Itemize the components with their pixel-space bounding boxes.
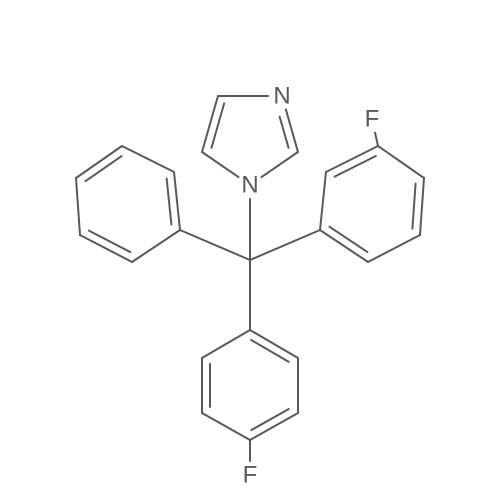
bond [320, 172, 326, 230]
bond [251, 409, 289, 430]
bond [378, 146, 424, 178]
atoms-layer: N N F F [241, 83, 379, 489]
bond [122, 146, 174, 172]
bond [280, 117, 289, 148]
bond [202, 96, 218, 152]
bond [251, 340, 289, 362]
bond [202, 413, 250, 440]
bond [202, 152, 238, 177]
bonds-layer [76, 96, 424, 461]
bond [320, 230, 368, 262]
bond [420, 178, 424, 235]
bond [174, 172, 180, 230]
bond [202, 330, 250, 358]
bond [368, 235, 420, 262]
bond [250, 230, 320, 260]
bond [76, 178, 80, 235]
bond [89, 231, 130, 252]
atom-label-f: F [365, 106, 380, 133]
bond [335, 156, 376, 177]
bond [180, 230, 250, 260]
bond [167, 178, 172, 224]
bond [132, 230, 180, 262]
atom-label-n: N [241, 172, 258, 199]
molecule-structure: N N F F [0, 0, 500, 500]
bond [262, 152, 298, 177]
bond [375, 133, 378, 146]
atom-label-f: F [243, 462, 258, 489]
bond [412, 184, 415, 229]
bond [76, 146, 122, 178]
atom-label-n: N [273, 83, 290, 110]
